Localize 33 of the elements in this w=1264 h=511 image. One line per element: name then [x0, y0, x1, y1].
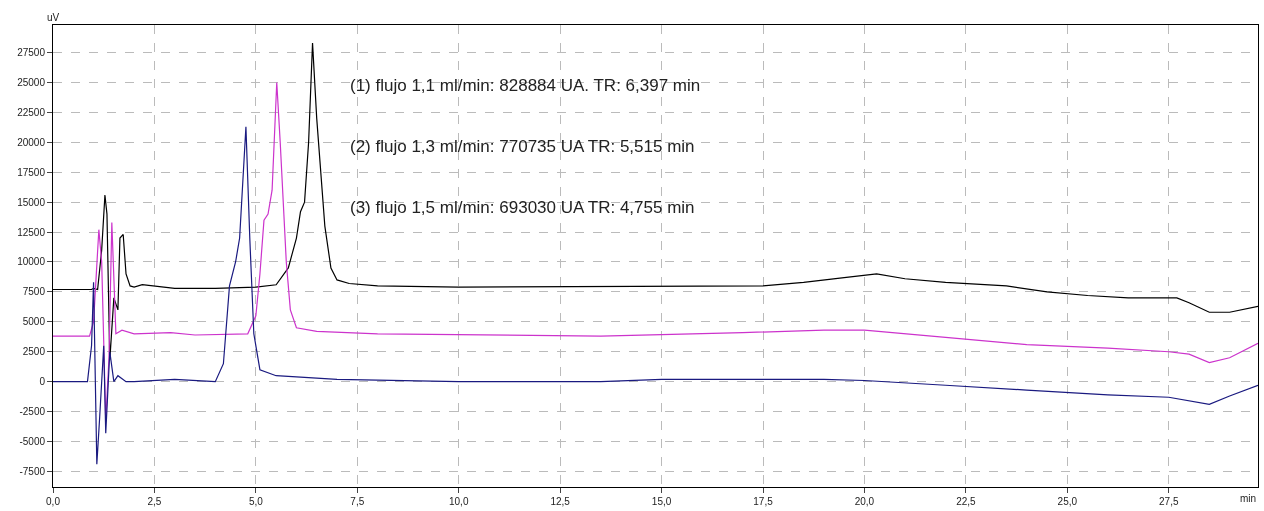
x-tick-label: 22,5 [956, 496, 977, 507]
annotation: (2) flujo 1,3 ml/min: 770735 UA TR: 5,515 min [350, 137, 695, 156]
y-tick-label: 17500 [17, 166, 46, 178]
x-axis-title: min [1240, 493, 1257, 504]
x-tick-label: 20,0 [854, 496, 875, 507]
y-tick-label: 22500 [17, 106, 46, 118]
x-tick-label: 7,5 [350, 496, 365, 507]
y-tick-label: -7500 [19, 465, 46, 477]
y-tick-label: 5000 [22, 316, 46, 328]
y-tick-label: 15000 [17, 196, 46, 208]
y-tick-label: 0 [39, 376, 46, 388]
x-tick-label: 15,0 [651, 496, 672, 507]
x-tick-label: 25,0 [1057, 496, 1078, 507]
y-tick-label: 27500 [17, 47, 46, 59]
annotation: (1) flujo 1,1 ml/min: 828884 UA. TR: 6,397 min [350, 76, 701, 95]
x-tick-label: 17,5 [753, 496, 774, 507]
y-tick-label: -5000 [19, 436, 46, 448]
y-tick-label: 25000 [17, 76, 46, 88]
y-tick-label: 10000 [17, 256, 46, 268]
y-tick-label: 20000 [17, 136, 46, 148]
y-tick-label: 12500 [17, 226, 46, 238]
x-tick-label: 0,0 [46, 496, 61, 507]
x-tick-label: 12,5 [550, 496, 571, 507]
annotation: (3) flujo 1,5 ml/min: 693030 UA TR: 4,755 min [350, 198, 695, 217]
x-tick-label: 27,5 [1159, 496, 1179, 507]
y-tick-label: -2500 [19, 406, 46, 418]
y-axis-title: uV [47, 12, 60, 23]
x-tick-label: 10,0 [448, 496, 469, 507]
line-series [53, 126, 1258, 465]
y-tick-label: 7500 [22, 286, 46, 298]
y-tick-label: 2500 [22, 346, 46, 358]
x-tick-label: 5,0 [248, 496, 264, 507]
x-tick-label: 2,5 [147, 496, 162, 507]
